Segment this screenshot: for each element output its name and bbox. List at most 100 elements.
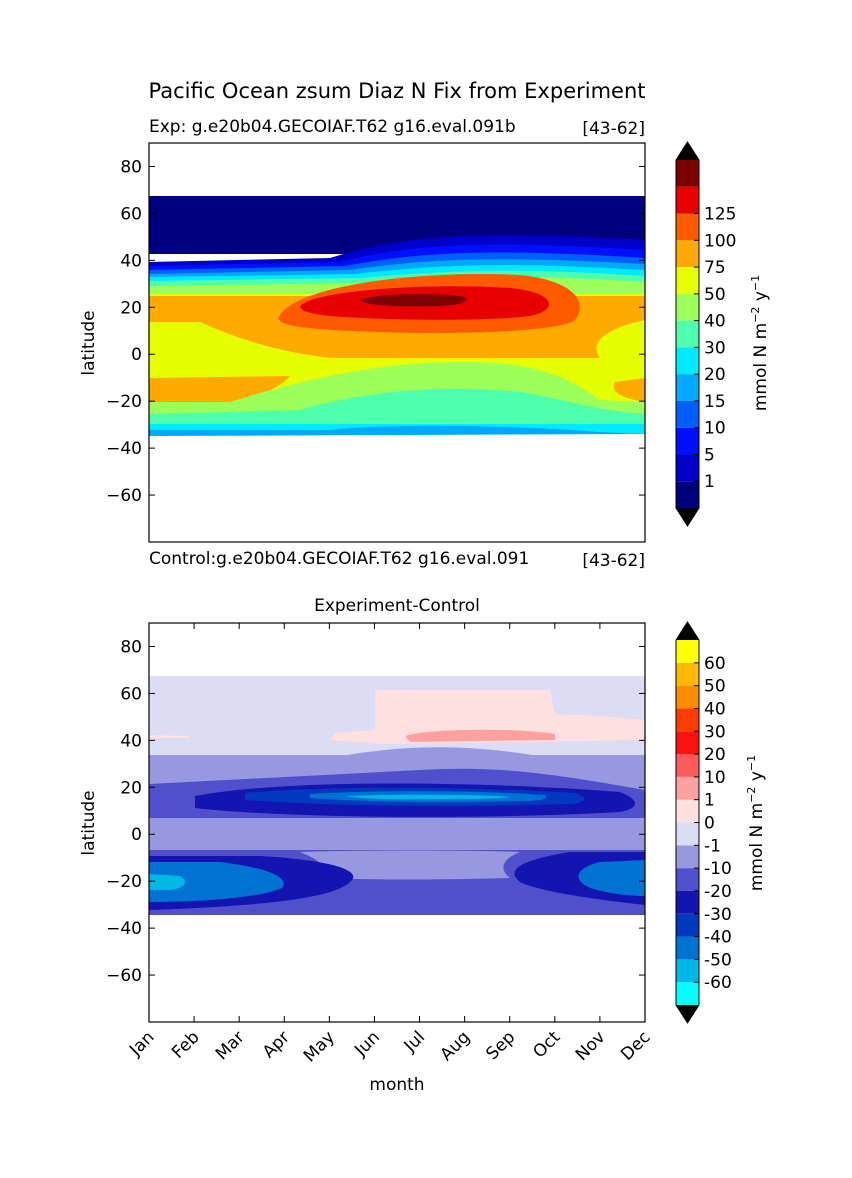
difference-y-tick-label: 80 — [120, 637, 142, 657]
experiment-y-tick-label: 20 — [120, 298, 142, 318]
difference-y-tick-label: 20 — [120, 778, 142, 798]
difference-colorbar-swatch — [676, 799, 699, 823]
experiment-colorbar-swatch — [676, 481, 699, 508]
difference-colorbar-swatch — [676, 708, 699, 732]
difference-colorbar-tick-label: 60 — [704, 654, 726, 674]
difference-colorbar-tick-label: -40 — [704, 928, 732, 948]
difference-colorbar-tick-label: -1 — [704, 836, 721, 856]
experiment-band-teal — [149, 388, 645, 434]
difference-colorbar-tick-label: -60 — [704, 973, 732, 993]
experiment-colorbar-label-mid: y — [751, 291, 771, 306]
experiment-y-tick-label: 60 — [120, 204, 142, 224]
difference-contour-field — [149, 676, 645, 915]
experiment-subtitle: Exp: g.e20b04.GECOIAF.T62 g16.eval.091b — [149, 117, 516, 137]
experiment-band-orange3 — [613, 378, 645, 402]
experiment-y-tick-label: 0 — [131, 345, 142, 365]
difference-x-tick-label: Jun — [350, 1027, 384, 1061]
difference-x-tick-label: Oct — [529, 1027, 564, 1062]
difference-colorbar-swatch — [676, 890, 699, 914]
experiment-colorbar-tick-label: 50 — [704, 285, 726, 305]
difference-band-neg6 — [345, 794, 510, 800]
difference-colorbar-swatch — [676, 868, 699, 891]
difference-x-tick-label: Sep — [482, 1027, 519, 1064]
experiment-colorbar-swatch — [676, 454, 699, 482]
difference-colorbar-label-exp2: −1 — [745, 755, 758, 771]
experiment-y-ticks: 80 60 40 20 0 −20 −40 −60 — [106, 157, 645, 506]
difference-colorbar-tick-label: -30 — [704, 905, 732, 925]
difference-y-axis-label: latitude — [79, 790, 99, 855]
difference-x-tick-label: Nov — [572, 1027, 610, 1065]
difference-title: Experiment-Control — [314, 596, 480, 616]
difference-colorbar-tick-label: 40 — [704, 699, 726, 719]
experiment-colorbar-swatch — [676, 374, 699, 401]
difference-axes-frame — [148, 622, 646, 1023]
difference-y-tick-label: 0 — [131, 825, 142, 845]
difference-colorbar-swatch — [676, 776, 699, 800]
difference-y-ticks: 80 60 40 20 0 −20 −40 −60 — [106, 637, 645, 986]
control-years: [43-62] — [582, 551, 645, 571]
difference-x-tick-label: Dec — [617, 1027, 654, 1064]
experiment-colorbar-extend-max — [676, 142, 699, 160]
difference-colorbar-swatch — [676, 845, 699, 869]
experiment-colorbar-swatch — [676, 293, 699, 321]
difference-colorbar-swatch — [676, 822, 699, 846]
difference-colorbar-label-main: mmol N m — [747, 803, 767, 891]
figure-title: Pacific Ocean zsum Diaz N Fix from Exper… — [149, 79, 646, 103]
experiment-colorbar-tick-label: 20 — [704, 365, 726, 385]
experiment-colorbar-swatch — [676, 213, 699, 241]
experiment-y-tick-label: −40 — [106, 439, 142, 459]
difference-colorbar-swatch — [676, 685, 699, 709]
experiment-colorbar-swatch — [676, 400, 699, 428]
difference-colorbar-outline — [675, 621, 700, 1024]
experiment-colorbar-swatch — [676, 347, 699, 375]
difference-colorbar-swatch — [676, 959, 699, 983]
experiment-y-tick-label: −20 — [106, 392, 142, 412]
control-subtitle: Control:g.e20b04.GECOIAF.T62 g16.eval.09… — [149, 549, 529, 569]
difference-x-tick-label: Apr — [259, 1027, 294, 1062]
difference-x-tick-label: May — [300, 1027, 339, 1066]
experiment-y-axis-label: latitude — [79, 310, 99, 375]
experiment-y-tick-label: −60 — [106, 486, 142, 506]
difference-band-pos1 — [330, 690, 645, 744]
difference-x-tick-label: Feb — [168, 1027, 203, 1062]
difference-y-tick-label: 60 — [120, 684, 142, 704]
experiment-colorbar-tick-label: 125 — [704, 205, 736, 225]
difference-band-sliver — [149, 735, 190, 738]
experiment-colorbar-tick-label: 5 — [704, 445, 715, 465]
experiment-colorbar-label-exp1: −2 — [749, 307, 762, 323]
experiment-colorbar-tick-label: 75 — [704, 258, 726, 278]
difference-x-tick-label: Aug — [437, 1027, 475, 1065]
experiment-colorbar-swatch — [676, 320, 699, 348]
difference-colorbar-tick-label: 1 — [704, 791, 715, 811]
difference-colorbar-swatch — [676, 662, 699, 686]
difference-colorbar-swatch — [676, 936, 699, 960]
experiment-colorbar-outline — [675, 141, 700, 527]
difference-band-neg4left — [149, 862, 284, 902]
difference-x-tick-label: Jul — [400, 1027, 429, 1056]
experiment-colorbar-tick-label: 40 — [704, 312, 726, 332]
difference-colorbar-swatch — [676, 640, 699, 663]
experiment-y-tick-label: 40 — [120, 251, 142, 271]
experiment-colorbar-tick-label: 100 — [704, 231, 736, 251]
difference-colorbar-label: mmol N m−2 y−1 — [745, 755, 767, 891]
difference-band-neg1low — [300, 850, 520, 880]
difference-band-neg6left — [149, 874, 186, 890]
experiment-colorbar-tick-label: 30 — [704, 338, 726, 358]
experiment-colorbar-swatch — [676, 427, 699, 455]
experiment-colorbar-extend-min — [676, 508, 699, 526]
difference-colorbar-tick-label: -50 — [704, 950, 732, 970]
experiment-colorbar-swatch — [676, 160, 699, 187]
difference-colorbar-label-exp1: −2 — [745, 787, 758, 803]
difference-colorbar-extend-max — [676, 622, 699, 640]
experiment-colorbar-label: mmol N m−2 y−1 — [749, 275, 771, 411]
difference-y-tick-label: 40 — [120, 731, 142, 751]
difference-colorbar-swatch — [676, 982, 699, 1005]
experiment-years: [43-62] — [582, 119, 645, 139]
experiment-colorbar-label-exp2: −1 — [749, 275, 762, 291]
experiment-band-blue — [149, 425, 645, 436]
experiment-axes-frame — [148, 142, 646, 543]
difference-colorbar-swatch — [676, 913, 699, 937]
